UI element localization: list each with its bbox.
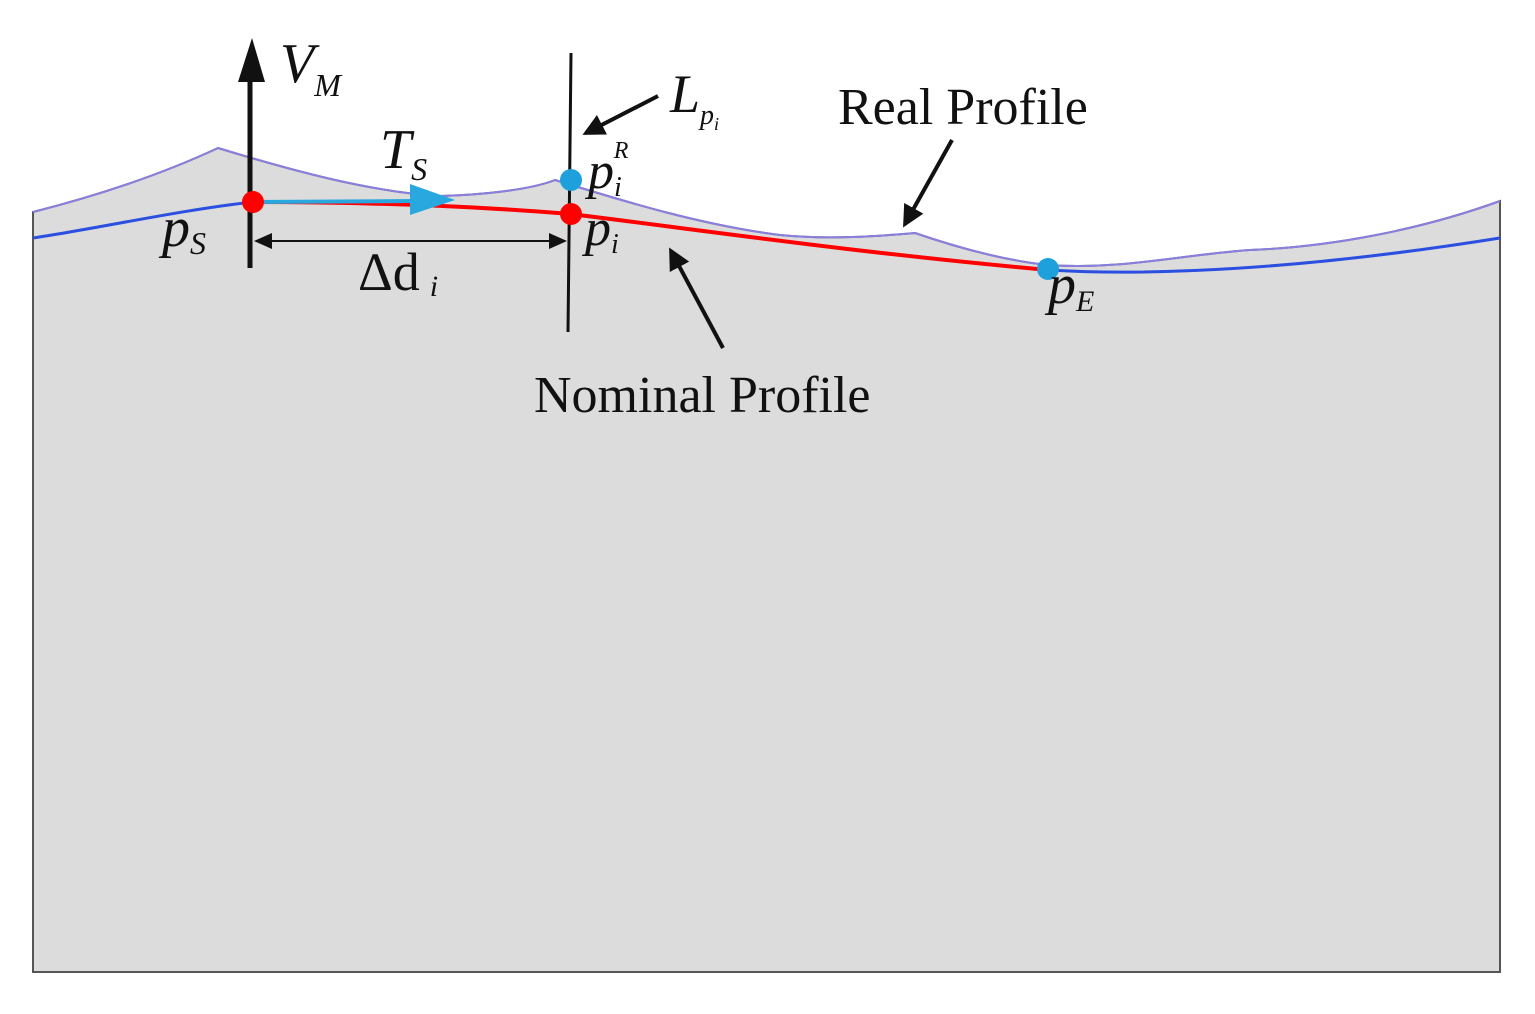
real-profile-curve — [32, 146, 1501, 268]
start-point — [242, 191, 264, 213]
real-profile-pointer-arrow — [903, 139, 954, 228]
nominal-profile-label: Nominal Profile — [534, 367, 871, 424]
nominal-point-label: pi — [581, 200, 619, 260]
velocity-axis-arrowhead — [238, 38, 265, 82]
nominal-point — [560, 203, 582, 225]
velocity-label: VM — [280, 33, 343, 103]
workpiece-body — [32, 146, 1501, 973]
end-point-label: pE — [1044, 254, 1094, 318]
tangent-vector-line — [252, 199, 416, 204]
tangent-label: TS — [380, 119, 427, 187]
real-point — [560, 169, 582, 191]
nominal-profile-pointer-arrow — [669, 247, 725, 349]
line-lpi — [566, 52, 573, 333]
end-point — [1037, 258, 1059, 280]
distance-arrowhead-right — [549, 233, 567, 249]
distance-label: Δd i — [358, 242, 438, 303]
real-point-label: piR — [584, 138, 629, 203]
lpi-pointer-arrow — [582, 94, 659, 135]
distance-arrowhead-left — [254, 233, 272, 249]
start-point-label: pS — [158, 197, 206, 261]
real-profile-label: Real Profile — [838, 79, 1088, 136]
tangent-vector-arrowhead — [410, 184, 455, 215]
lpi-label: Lpi — [669, 64, 719, 134]
